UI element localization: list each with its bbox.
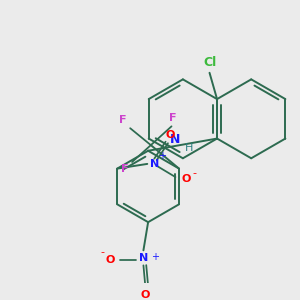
Text: N: N <box>139 253 148 263</box>
Text: N: N <box>170 133 180 146</box>
Text: O: O <box>181 174 190 184</box>
Text: F: F <box>121 164 128 174</box>
Text: O: O <box>141 290 150 300</box>
Text: F: F <box>169 112 176 123</box>
Text: F: F <box>119 116 126 125</box>
Text: N: N <box>150 159 159 169</box>
Text: O: O <box>165 130 175 140</box>
Text: -: - <box>100 247 104 257</box>
Text: +: + <box>158 152 166 161</box>
Text: H: H <box>185 143 193 153</box>
Text: O: O <box>106 255 115 265</box>
Text: Cl: Cl <box>203 56 216 69</box>
Text: -: - <box>192 168 197 178</box>
Text: +: + <box>151 252 159 262</box>
